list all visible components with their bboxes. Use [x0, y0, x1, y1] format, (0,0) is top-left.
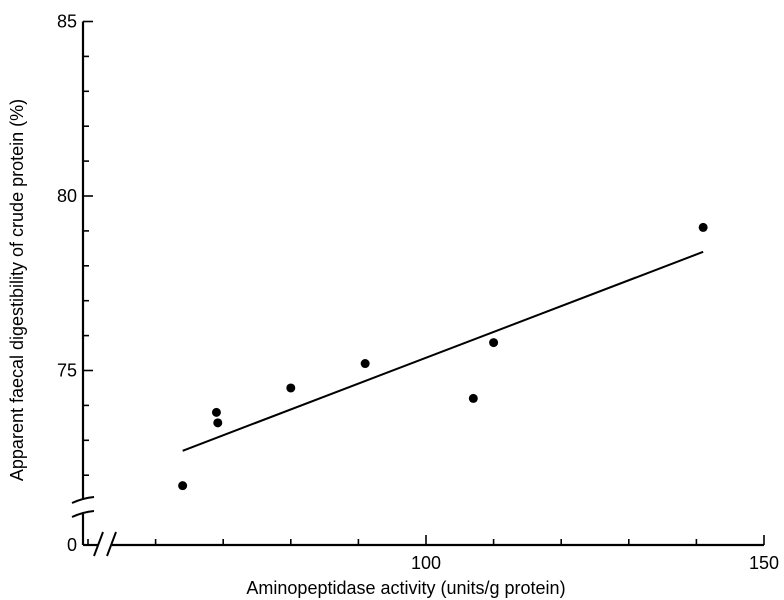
data-point: [211, 407, 221, 417]
y-axis-break-mark: [71, 510, 95, 518]
regression-line: [182, 250, 704, 452]
data-point: [286, 383, 296, 393]
y-axis-break-mark: [71, 496, 95, 504]
ticks: 75 80 85 0 100 150: [57, 12, 779, 574]
x-axis-break-mark: [93, 531, 104, 557]
data-marks: [178, 222, 708, 491]
y-tick-label: 85: [57, 12, 77, 32]
y-axis-label: Apparent faecal digestibility of crude p…: [7, 99, 27, 481]
x-axis-break-mark: [106, 531, 117, 557]
data-point: [489, 338, 499, 348]
x-tick-label: 150: [749, 553, 779, 573]
x-tick-label: 100: [411, 553, 441, 573]
data-point: [213, 418, 223, 428]
x-axis-label: Aminopeptidase activity (units/g protein…: [246, 578, 565, 598]
y-tick-label: 75: [57, 361, 77, 381]
data-point: [698, 222, 708, 232]
data-point: [360, 359, 370, 369]
y-tick-label: 80: [57, 186, 77, 206]
data-point: [178, 481, 188, 491]
data-point: [468, 393, 478, 403]
y-origin-label: 0: [67, 535, 77, 555]
axes: [71, 21, 764, 557]
